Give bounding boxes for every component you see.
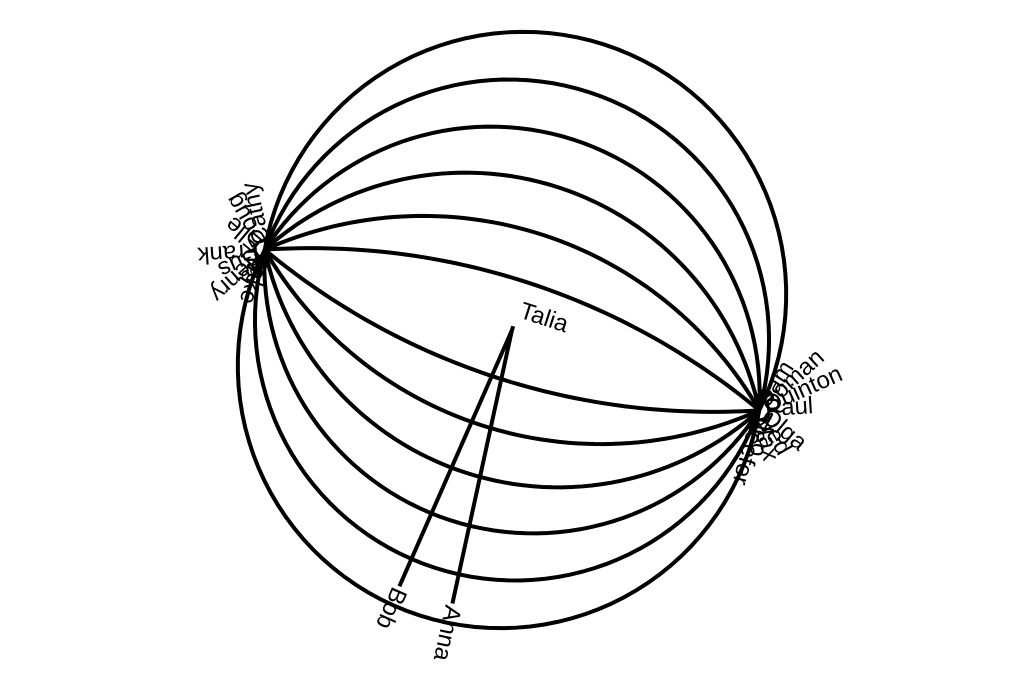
arc-lower-6 (238, 250, 759, 629)
label-bob: Bob (370, 583, 412, 633)
arc-diagram: TaliaOlgaFrankNedGusMaxHenryLeoInaKeefer… (0, 0, 1024, 675)
label-talia: Talia (516, 297, 572, 338)
label-anna: Anna (428, 603, 466, 664)
spoke-lower--0.10 (399, 330, 512, 586)
arc-upper-6 (265, 32, 786, 411)
